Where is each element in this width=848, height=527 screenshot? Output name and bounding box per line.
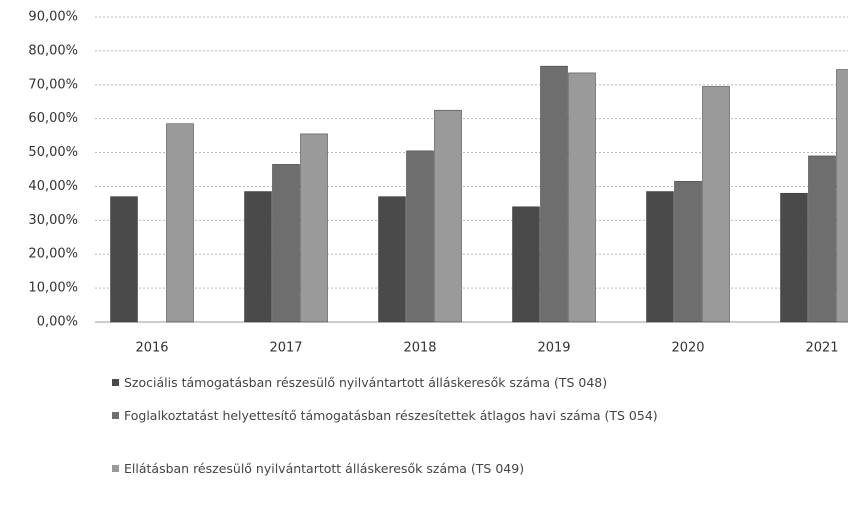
x-tick-label: 2017 [269, 341, 302, 356]
legend-item: Foglalkoztatást helyettesítő támogatásba… [112, 406, 684, 425]
bar [244, 191, 272, 323]
bar [406, 150, 434, 323]
bar [166, 123, 194, 323]
legend-swatch [112, 465, 119, 472]
x-tick-label: 2016 [135, 341, 168, 356]
legend: Szociális támogatásban részesülő nyilván… [112, 373, 752, 492]
bar [434, 109, 462, 323]
bar [808, 155, 836, 323]
legend-item: Ellátásban részesülő nyilvántartott állá… [112, 459, 684, 478]
y-tick-label: 40,00% [28, 179, 78, 194]
legend-swatch [112, 379, 119, 386]
y-tick-label: 10,00% [28, 281, 78, 296]
bar [512, 206, 540, 323]
bar [780, 192, 808, 323]
y-tick-label: 90,00% [28, 10, 78, 25]
legend-label: Szociális támogatásban részesülő nyilván… [124, 375, 608, 390]
x-tick-label: 2021 [805, 341, 838, 356]
chart: 0,00% 10,00% 20,00% 30,00% 40,00% 50,00% 60,00… [28, 10, 848, 356]
x-tick-label: 2020 [671, 341, 704, 356]
bar [110, 196, 138, 323]
legend-label: Ellátásban részesülő nyilvántartott állá… [124, 461, 525, 476]
y-tick-label: 20,00% [28, 247, 78, 262]
y-tick-label: 50,00% [28, 145, 78, 160]
y-tick-label: 60,00% [28, 111, 78, 126]
y-tick-label: 30,00% [28, 213, 78, 228]
bar [300, 133, 328, 323]
bar [702, 86, 730, 323]
bar [674, 181, 702, 323]
y-tick-label: 70,00% [28, 77, 78, 92]
bar [540, 65, 568, 323]
y-tick-label: 80,00% [28, 43, 78, 58]
bar [836, 69, 848, 323]
x-tick-label: 2018 [403, 341, 436, 356]
legend-item: Szociális támogatásban részesülő nyilván… [112, 373, 644, 392]
bar [568, 72, 596, 323]
bar [646, 191, 674, 323]
y-tick-label: 0,00% [37, 315, 78, 330]
bar [378, 196, 406, 323]
legend-label: Foglalkoztatást helyettesítő támogatásba… [124, 408, 658, 423]
x-tick-label: 2019 [537, 341, 570, 356]
legend-swatch [112, 412, 119, 419]
bar [272, 164, 300, 323]
